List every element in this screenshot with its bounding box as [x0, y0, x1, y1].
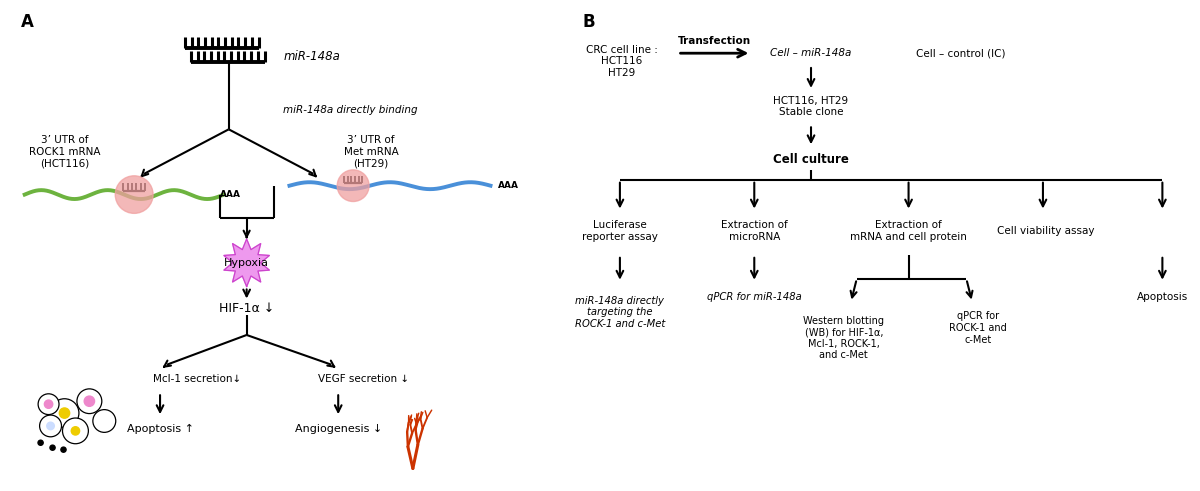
Circle shape: [44, 400, 53, 409]
Text: AAA: AAA: [220, 190, 241, 199]
Text: Angiogenesis ↓: Angiogenesis ↓: [294, 424, 382, 434]
Text: Apoptosis: Apoptosis: [1136, 293, 1188, 302]
Text: B: B: [582, 13, 595, 30]
Circle shape: [38, 394, 59, 414]
Text: A: A: [20, 13, 34, 30]
Circle shape: [61, 447, 66, 452]
Text: Mcl-1 secretion↓: Mcl-1 secretion↓: [152, 374, 241, 383]
Circle shape: [50, 399, 79, 428]
Text: miR-148a directly
targeting the
ROCK-1 and c-Met: miR-148a directly targeting the ROCK-1 a…: [575, 296, 665, 329]
Text: CRC cell line :
HCT116
HT29: CRC cell line : HCT116 HT29: [586, 45, 658, 78]
Text: 3’ UTR of
ROCK1 mRNA
(HCT116): 3’ UTR of ROCK1 mRNA (HCT116): [29, 136, 101, 169]
Circle shape: [77, 389, 102, 413]
Polygon shape: [224, 239, 269, 287]
Text: Extraction of
mRNA and cell protein: Extraction of mRNA and cell protein: [850, 220, 967, 242]
Circle shape: [40, 415, 61, 437]
Text: qPCR for miR-148a: qPCR for miR-148a: [707, 293, 802, 302]
Text: Cell viability assay: Cell viability assay: [997, 226, 1094, 236]
Text: qPCR for
ROCK-1 and
c-Met: qPCR for ROCK-1 and c-Met: [949, 311, 1007, 345]
Circle shape: [115, 176, 154, 214]
Text: HCT116, HT29
Stable clone: HCT116, HT29 Stable clone: [774, 96, 848, 117]
Text: Transfection: Transfection: [678, 36, 751, 46]
Circle shape: [38, 440, 43, 445]
Text: Extraction of
microRNA: Extraction of microRNA: [721, 220, 787, 242]
Text: miR-148a directly binding: miR-148a directly binding: [283, 105, 418, 114]
Circle shape: [47, 422, 54, 430]
Text: VEGF secretion ↓: VEGF secretion ↓: [318, 374, 409, 383]
Text: 3’ UTR of
Met mRNA
(HT29): 3’ UTR of Met mRNA (HT29): [343, 136, 398, 169]
Text: Western blotting
(WB) for HIF-1α,
Mcl-1, ROCK-1,
and c-Met: Western blotting (WB) for HIF-1α, Mcl-1,…: [803, 316, 884, 360]
Text: AAA: AAA: [498, 181, 518, 190]
Circle shape: [92, 409, 115, 433]
Text: Cell – control (IC): Cell – control (IC): [916, 48, 1006, 58]
Text: Luciferase
reporter assay: Luciferase reporter assay: [582, 220, 658, 242]
Circle shape: [84, 396, 95, 407]
Circle shape: [59, 408, 70, 418]
Text: Hypoxia: Hypoxia: [224, 258, 269, 268]
Circle shape: [50, 445, 55, 450]
Circle shape: [337, 170, 370, 201]
Text: Cell culture: Cell culture: [773, 154, 848, 166]
Text: Apoptosis ↑: Apoptosis ↑: [126, 424, 193, 434]
Circle shape: [71, 427, 79, 435]
Circle shape: [62, 418, 89, 444]
Text: HIF-1α ↓: HIF-1α ↓: [220, 302, 275, 315]
Text: miR-148a: miR-148a: [283, 50, 341, 63]
Text: Cell – miR-148a: Cell – miR-148a: [770, 48, 852, 58]
